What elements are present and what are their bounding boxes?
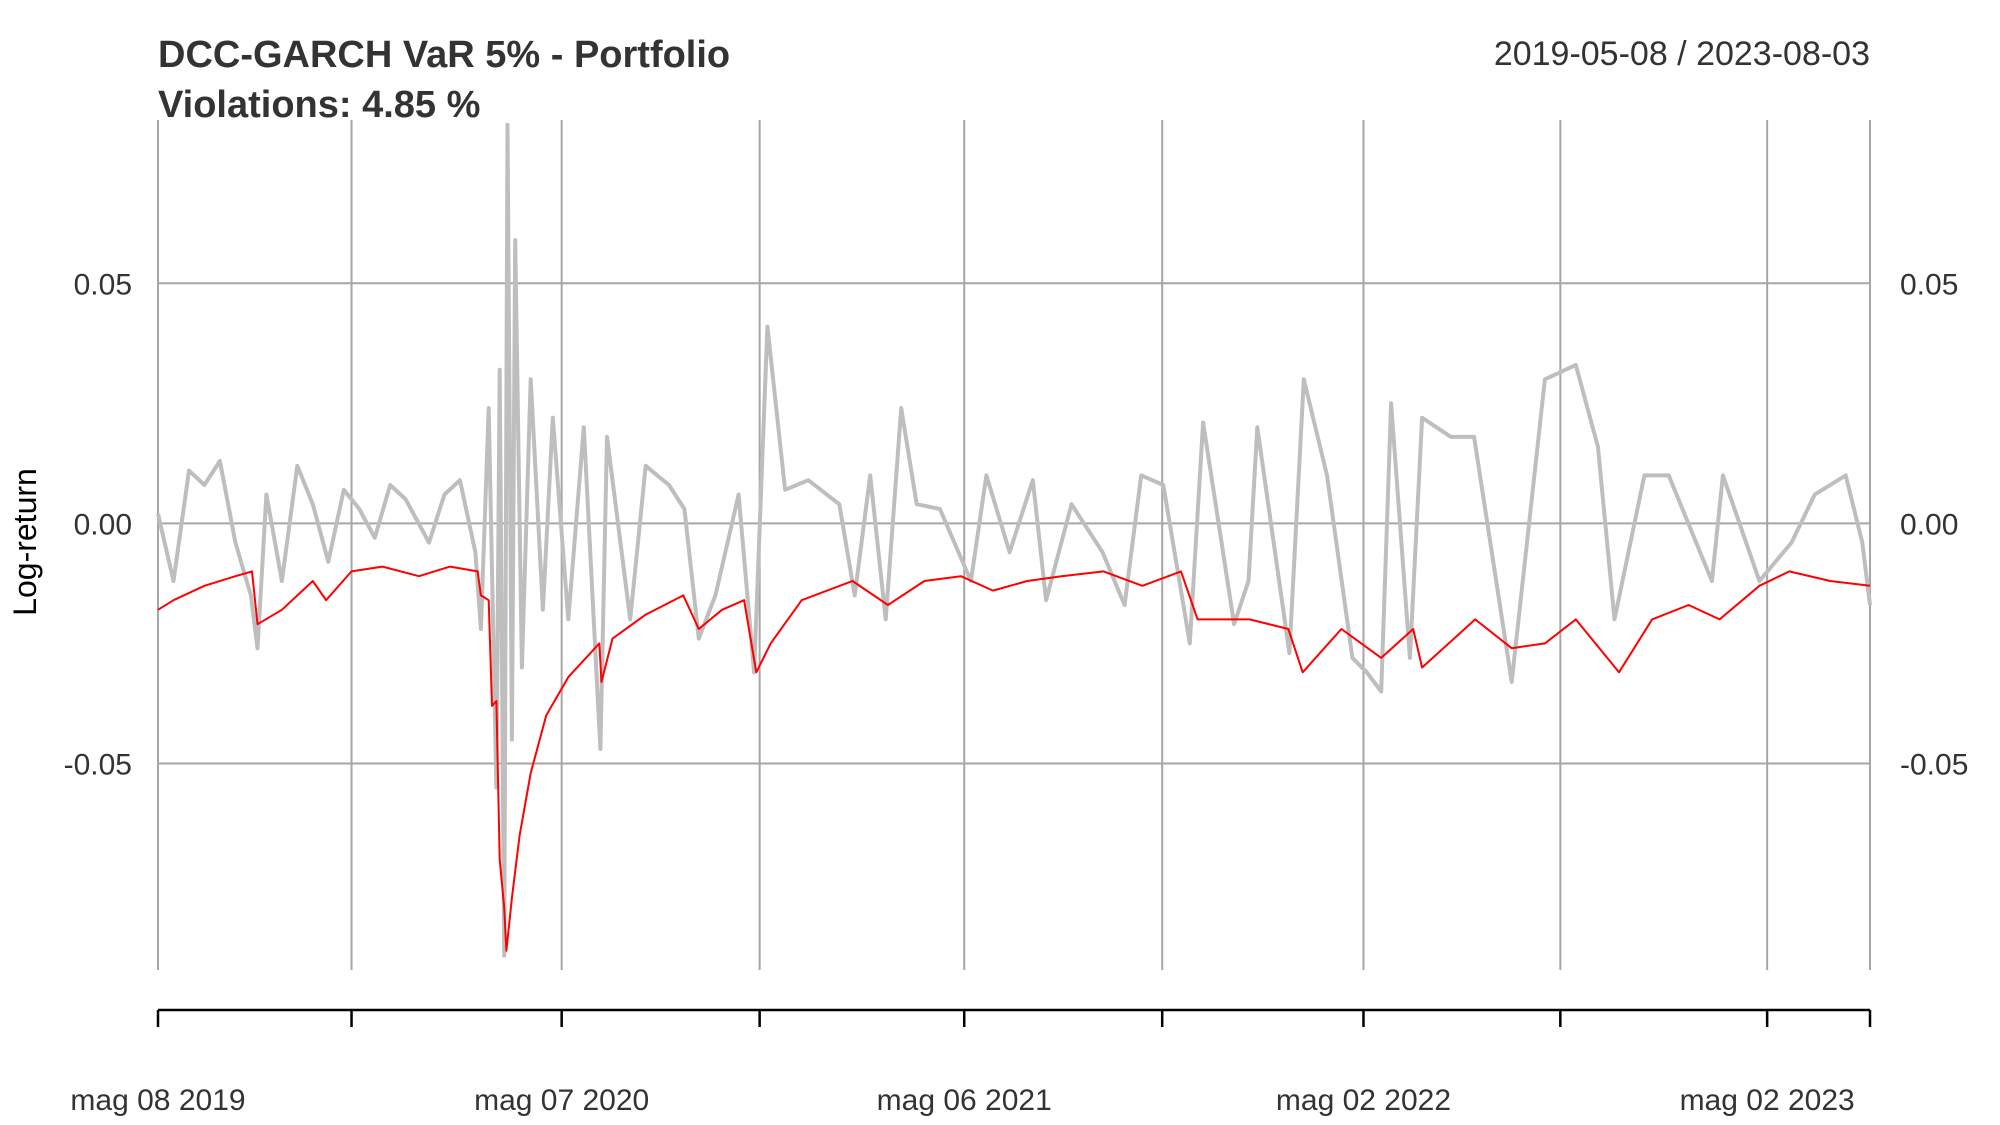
y-tick-label-left-0: 0.05 <box>74 268 132 301</box>
y-tick-label-right-2: -0.05 <box>1900 749 1968 782</box>
x-tick-label-0: mag 08 2019 <box>70 1084 245 1117</box>
x-tick-label-2: mag 06 2021 <box>877 1084 1052 1117</box>
y-tick-label-right-1: 0.00 <box>1900 508 1958 541</box>
y-tick-label-right-0: 0.05 <box>1900 268 1958 301</box>
x-tick-label-3: mag 02 2022 <box>1276 1084 1451 1117</box>
y-tick-label-left-1: 0.00 <box>74 508 132 541</box>
y-tick-labels: 0.05 0.05 0.00 0.00 -0.05 -0.05 <box>64 268 1969 781</box>
x-axis: mag 08 2019 mag 07 2020 mag 06 2021 mag 02 … <box>70 1008 1872 1117</box>
date-range-label: 2019-05-08 / 2023-08-03 <box>1494 35 1870 73</box>
x-tick-label-1: mag 07 2020 <box>474 1084 649 1117</box>
y-tick-label-left-2: -0.05 <box>64 749 132 782</box>
chart-title: DCC-GARCH VaR 5% - Portfolio <box>158 34 730 76</box>
chart-subtitle: Violations: 4.85 % <box>158 84 480 126</box>
series-log-return <box>156 122 1872 958</box>
series-var <box>157 565 1871 952</box>
x-tick-label-4: mag 02 2023 <box>1680 1084 1855 1117</box>
y-axis-title: Log-return <box>7 468 43 616</box>
series-layer <box>156 122 1872 958</box>
grid-lines <box>157 120 1871 970</box>
